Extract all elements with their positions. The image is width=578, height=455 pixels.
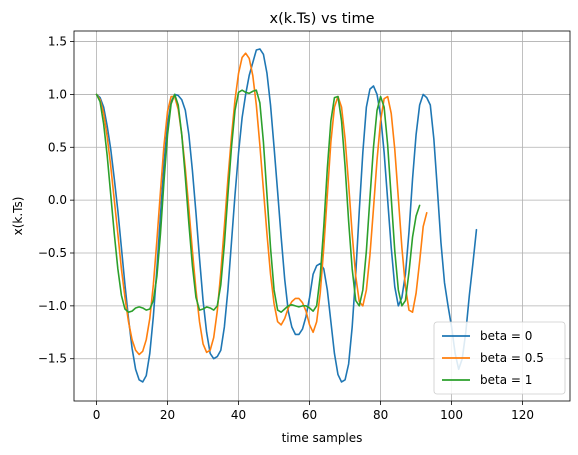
y-tick-label: −1.5: [38, 352, 67, 366]
grid-lines: [74, 31, 570, 401]
y-tick-label: 1.5: [48, 35, 67, 49]
series-line-beta-1: [95, 89, 421, 313]
x-tick-label: 20: [160, 408, 175, 422]
y-tick-label: −1.0: [38, 299, 67, 313]
axis-ticks: 0 20 40 60 80 100 120 −1.5 −1.0 −0.5 0.0 0.5 1.0 1.5: [38, 35, 534, 422]
series-lines: [95, 48, 478, 383]
y-tick-label: −0.5: [38, 246, 67, 260]
plot-frame: [73, 30, 571, 402]
y-tick-label: 0.5: [48, 140, 67, 154]
legend: beta = 0 beta = 0.5 beta = 1: [433, 321, 566, 395]
legend-label-beta-0: beta = 0: [480, 329, 532, 343]
legend-label-beta-1: beta = 1: [480, 373, 532, 387]
series-line-beta-0: [95, 48, 478, 383]
y-tick-label: 1.0: [48, 87, 67, 101]
y-tick-label: 0.0: [48, 193, 67, 207]
series-line-beta-0-5: [95, 52, 428, 356]
x-tick-label: 120: [511, 408, 534, 422]
legend-box: [433, 321, 566, 395]
legend-label-beta-0-5: beta = 0.5: [480, 351, 544, 365]
x-tick-label: 0: [93, 408, 101, 422]
y-axis-label: x(k.Ts): [11, 197, 25, 236]
x-tick-label: 40: [231, 408, 246, 422]
x-axis-label: time samples: [282, 431, 363, 445]
chart-title: x(k.Ts) vs time: [269, 11, 374, 27]
x-tick-label: 60: [302, 408, 317, 422]
x-tick-label: 100: [440, 408, 463, 422]
x-tick-label: 80: [373, 408, 388, 422]
